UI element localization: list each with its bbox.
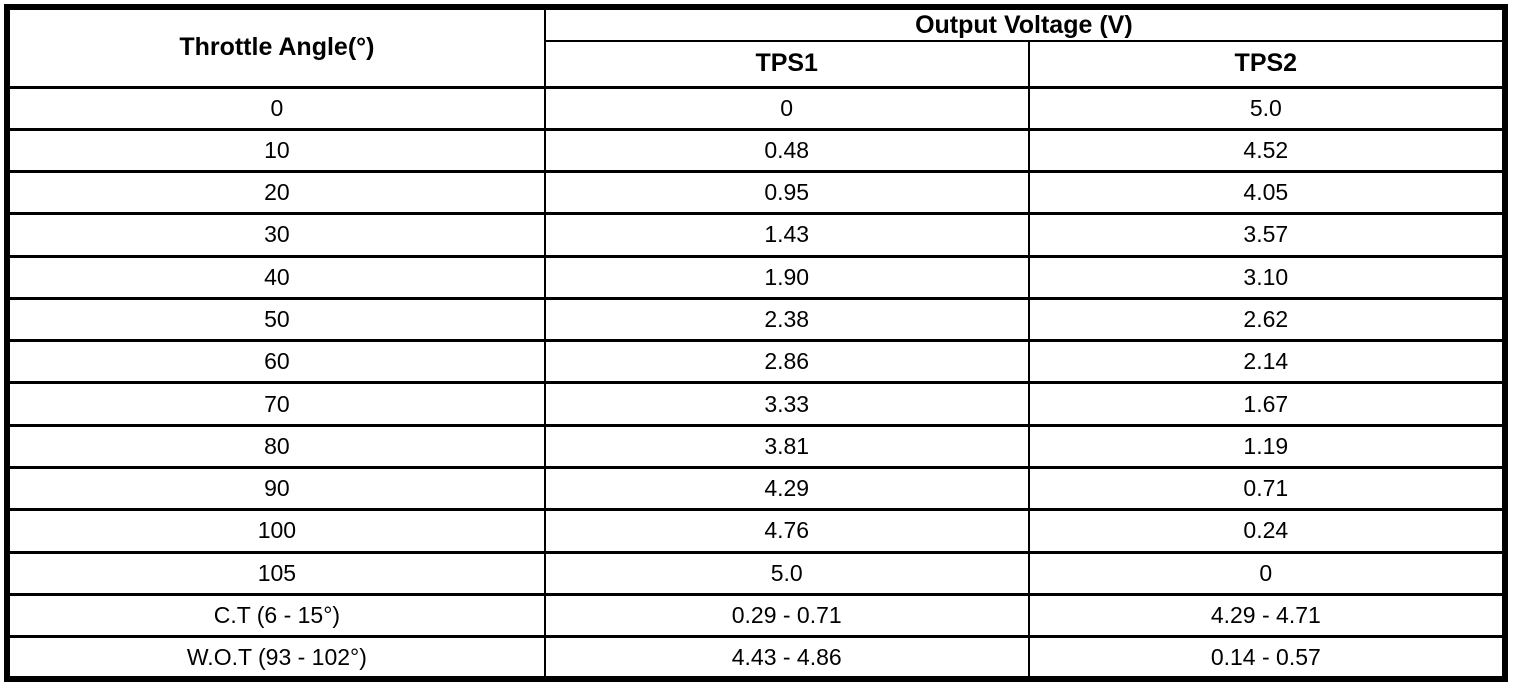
tps1-cell: 1.90	[543, 254, 1030, 300]
tps-output-voltage-table: Throttle Angle(°) Output Voltage (V) TPS…	[4, 4, 1508, 682]
tps2-cell: 4.52	[1027, 127, 1507, 174]
throttle-angle-cell: 10	[6, 127, 546, 174]
tps1-cell: 3.81	[543, 423, 1030, 470]
tps2-cell: 1.67	[1027, 381, 1507, 427]
tps1-header: TPS1	[543, 40, 1030, 88]
tps1-cell: 4.29	[543, 466, 1030, 512]
tps1-cell: 0.48	[543, 127, 1030, 174]
tps1-cell: 3.33	[543, 381, 1030, 427]
tps2-cell: 3.57	[1027, 212, 1507, 258]
table-row: 105 5.0 0	[6, 550, 1507, 596]
throttle-angle-cell: W.O.T (93 - 102°)	[6, 635, 546, 681]
tps2-cell: 0.71	[1027, 466, 1507, 512]
tps2-cell: 0	[1027, 550, 1507, 596]
table-row: 70 3.33 1.67	[6, 381, 1507, 427]
table-row: 30 1.43 3.57	[6, 212, 1507, 258]
tps2-cell: 4.29 - 4.71	[1027, 592, 1507, 639]
tps1-cell: 0.29 - 0.71	[543, 592, 1030, 639]
throttle-angle-cell: 90	[6, 466, 546, 512]
tps2-header: TPS2	[1027, 40, 1507, 88]
table-row: W.O.T (93 - 102°) 4.43 - 4.86 0.14 - 0.5…	[6, 635, 1507, 681]
table-row: 10 0.48 4.52	[6, 127, 1507, 174]
throttle-angle-cell: 50	[6, 296, 546, 343]
tps2-cell: 2.14	[1027, 339, 1507, 385]
table-row: 0 0 5.0	[6, 85, 1507, 131]
tps2-cell: 3.10	[1027, 254, 1507, 300]
throttle-angle-cell: 0	[6, 85, 546, 131]
tps2-cell: 5.0	[1027, 85, 1507, 131]
table-header: Throttle Angle(°) Output Voltage (V) TPS…	[6, 6, 1507, 88]
tps2-cell: 0.14 - 0.57	[1027, 635, 1507, 681]
tps1-cell: 4.76	[543, 508, 1030, 554]
throttle-angle-cell: 40	[6, 254, 546, 300]
tps2-cell: 0.24	[1027, 508, 1507, 554]
tps1-cell: 1.43	[543, 212, 1030, 258]
throttle-angle-header: Throttle Angle(°)	[6, 6, 546, 88]
throttle-angle-cell: 20	[6, 170, 546, 216]
table-row: 40 1.90 3.10	[6, 254, 1507, 300]
throttle-angle-cell: 105	[6, 550, 546, 596]
throttle-angle-cell: 100	[6, 508, 546, 554]
table-row: 20 0.95 4.05	[6, 170, 1507, 216]
tps1-cell: 0.95	[543, 170, 1030, 216]
throttle-angle-cell: 80	[6, 423, 546, 470]
table-row: 60 2.86 2.14	[6, 339, 1507, 385]
output-voltage-header: Output Voltage (V)	[543, 6, 1507, 42]
tps1-cell: 5.0	[543, 550, 1030, 596]
group-header-row: Throttle Angle(°) Output Voltage (V)	[6, 6, 1507, 88]
throttle-angle-cell: C.T (6 - 15°)	[6, 592, 546, 639]
table-row: 50 2.38 2.62	[6, 296, 1507, 343]
throttle-angle-cell: 70	[6, 381, 546, 427]
tps1-cell: 0	[543, 85, 1030, 131]
table-row: C.T (6 - 15°) 0.29 - 0.71 4.29 - 4.71	[6, 592, 1507, 639]
throttle-angle-cell: 30	[6, 212, 546, 258]
tps1-cell: 4.43 - 4.86	[543, 635, 1030, 681]
table-row: 90 4.29 0.71	[6, 466, 1507, 512]
table-body: 0 0 5.0 10 0.48 4.52 20 0.95 4.05 30 1.4…	[6, 85, 1507, 681]
tps2-cell: 2.62	[1027, 296, 1507, 343]
table-row: 80 3.81 1.19	[6, 423, 1507, 470]
sub-header-row: TPS1 TPS2	[7, 40, 1507, 88]
tps1-cell: 2.86	[543, 339, 1030, 385]
table-row: 100 4.76 0.24	[6, 508, 1507, 554]
tps2-cell: 4.05	[1027, 170, 1507, 216]
tps2-cell: 1.19	[1027, 423, 1507, 470]
throttle-angle-cell: 60	[6, 339, 546, 385]
tps1-cell: 2.38	[543, 296, 1030, 343]
